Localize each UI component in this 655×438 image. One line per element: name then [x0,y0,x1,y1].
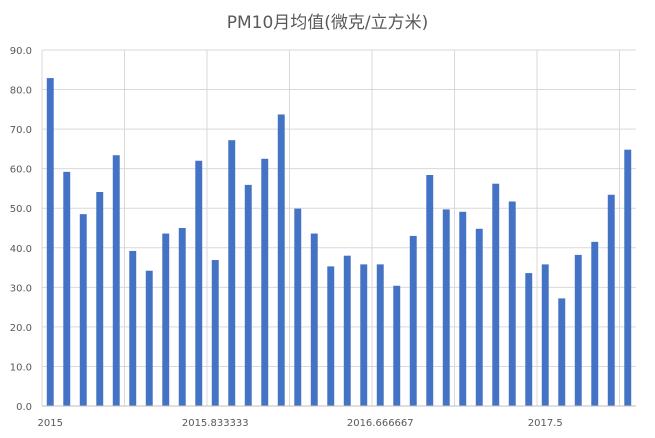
bar [63,171,71,406]
bar [277,114,285,406]
bar [261,158,269,406]
bar [145,270,153,406]
bar [525,273,533,406]
y-tick-label: 90.0 [10,46,32,57]
y-tick-label: 60.0 [10,165,32,176]
x-tick-label: 2017.5 [528,418,563,429]
bar [244,184,252,406]
bar [442,209,450,406]
bar [574,254,582,406]
bar [178,228,186,406]
x-tick-label: 2015.833333 [182,418,249,429]
bar [558,298,566,406]
bar [360,264,368,406]
bar [409,235,417,406]
x-axis-ticks: 2015 2015.833333 2016.666667 2017.5 [38,418,563,429]
bar [195,160,203,406]
y-tick-label: 50.0 [10,204,32,215]
bar [607,194,615,406]
bar [541,264,549,406]
y-axis-ticks: 0.0 10.0 20.0 30.0 40.0 50.0 60.0 70.0 80.0 90.0 [10,46,32,413]
bar [475,228,483,406]
y-tick-label: 70.0 [10,125,32,136]
bar [310,233,318,406]
y-tick-label: 0.0 [16,402,32,413]
bar [211,260,219,406]
bar [112,155,120,406]
bar [46,78,54,406]
bar [591,241,599,406]
bar [129,250,137,406]
y-tick-label: 30.0 [10,283,32,294]
bar [228,140,236,407]
chart-title: PM10月均值(微克/立方米) [226,13,429,33]
bar [624,149,632,406]
bars [46,78,632,407]
bar [376,264,384,406]
bar [393,285,401,406]
bar [508,201,516,406]
bar [294,208,302,406]
y-tick-label: 40.0 [10,244,32,255]
x-tick-label: 2016.666667 [347,418,414,429]
y-tick-label: 10.0 [10,362,32,373]
bar [343,255,351,406]
y-tick-label: 20.0 [10,323,32,334]
bar [327,266,335,406]
bar [96,192,104,406]
bar [162,233,170,406]
x-tick-label: 2015 [38,418,63,429]
gridlines [41,49,636,407]
bar [492,183,500,406]
bar [79,214,87,406]
bar [459,211,467,406]
bar [426,174,434,406]
y-tick-label: 80.0 [10,86,32,97]
